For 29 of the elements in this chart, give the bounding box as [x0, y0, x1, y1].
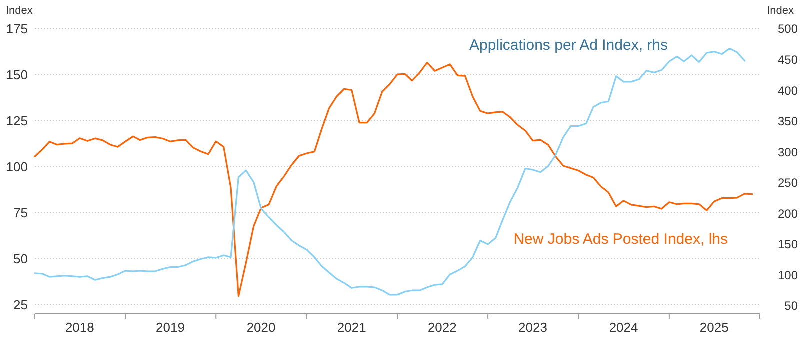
y-tick-label: 50 — [14, 251, 28, 266]
series-label: Applications per Ad Index, rhs — [470, 37, 668, 54]
y2-tick-label: 250 — [778, 176, 798, 190]
x-tick-label: 2020 — [246, 320, 276, 335]
y-tick-label: 25 — [14, 297, 28, 312]
x-tick-label: 2018 — [65, 320, 94, 335]
y-tick-label: 150 — [6, 68, 28, 83]
y2-tick-label: 400 — [778, 84, 798, 98]
y2-tick-label: 100 — [778, 268, 798, 282]
y-tick-label: 125 — [6, 113, 28, 128]
y-axis-title: Index — [6, 5, 34, 17]
x-tick-label: 2019 — [156, 320, 185, 335]
y2-tick-label: 500 — [778, 22, 798, 36]
y-tick-label: 175 — [6, 22, 28, 37]
x-tick-label: 2021 — [337, 320, 366, 335]
x-tick-label: 2023 — [518, 320, 548, 335]
x-tick-label: 2025 — [700, 320, 729, 335]
y2-tick-label: 450 — [778, 52, 798, 67]
x-tick-label: 2022 — [428, 320, 457, 335]
y-tick-label: 75 — [14, 205, 28, 220]
y2-tick-label: 300 — [778, 145, 798, 160]
y2-tick-label: 200 — [778, 206, 798, 221]
y2-axis-title: Index — [767, 5, 794, 17]
y2-tick-label: 50 — [784, 299, 798, 314]
series-label: New Jobs Ads Posted Index, lhs — [514, 231, 728, 248]
x-tick-label: 2024 — [609, 320, 638, 335]
y2-tick-label: 350 — [778, 114, 798, 129]
y2-tick-label: 150 — [778, 238, 798, 252]
y-tick-label: 100 — [6, 159, 28, 174]
